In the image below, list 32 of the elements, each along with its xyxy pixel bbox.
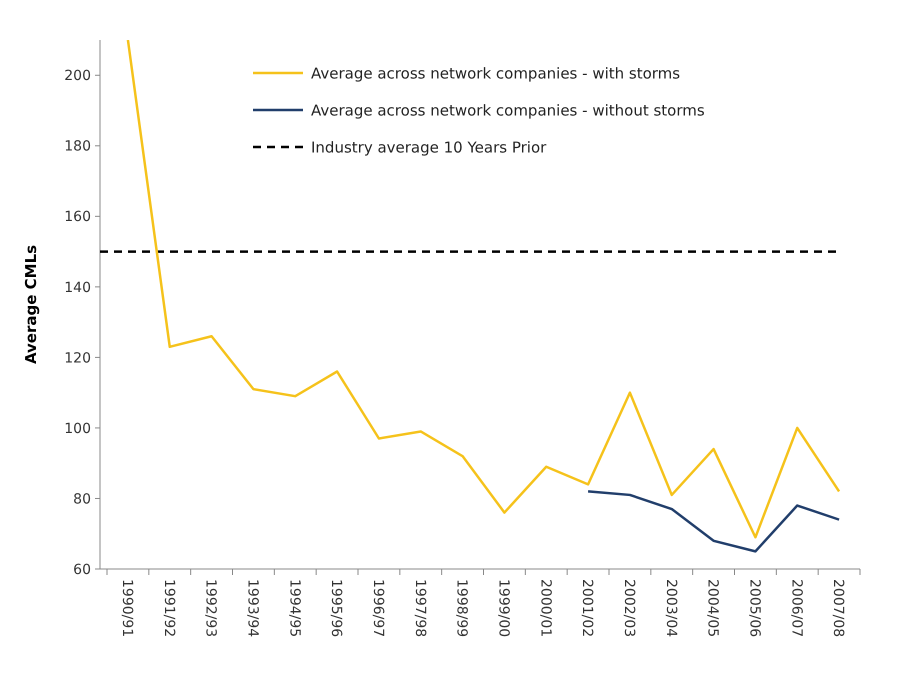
y-tick-label: 80 bbox=[73, 491, 91, 508]
y-axis-title: Average CMLs bbox=[22, 244, 40, 364]
x-tick-label: 1994/95 bbox=[286, 579, 302, 638]
x-tick-label: 2006/07 bbox=[788, 579, 804, 638]
x-tick-label: 2000/01 bbox=[537, 579, 554, 638]
x-tick-label: 1999/00 bbox=[496, 579, 512, 638]
y-tick-label: 180 bbox=[64, 138, 91, 155]
y-tick-label: 200 bbox=[64, 68, 91, 84]
legend-label: Industry average 10 Years Prior bbox=[311, 138, 548, 156]
y-tick-label: 140 bbox=[64, 280, 91, 296]
legend-label: Average across network companies - with storms bbox=[311, 64, 680, 82]
x-tick-label: 2004/05 bbox=[704, 579, 721, 638]
y-tick-label: 160 bbox=[64, 209, 91, 226]
x-tick-label: 1995/96 bbox=[328, 579, 344, 638]
x-tick-label: 1993/94 bbox=[244, 579, 261, 638]
x-tick-label: 2002/03 bbox=[621, 579, 638, 638]
x-tick-label: 1990/91 bbox=[119, 579, 136, 638]
line-series bbox=[126, 40, 840, 539]
x-tick-label: 2003/04 bbox=[662, 579, 679, 638]
x-tick-label: 1998/99 bbox=[454, 579, 470, 638]
x-tick-label: 1992/93 bbox=[202, 579, 219, 638]
y-tick-label: 60 bbox=[73, 562, 91, 578]
x-tick-label: 1996/97 bbox=[370, 579, 386, 638]
x-tick-label: 2001/02 bbox=[579, 579, 596, 638]
x-tick-label: 1991/92 bbox=[160, 579, 177, 638]
legend-label: Average across network companies - without storms bbox=[311, 101, 705, 120]
x-tick-label: 1997/98 bbox=[412, 579, 428, 638]
x-tick-label: 2005/06 bbox=[746, 579, 763, 638]
y-tick-label: 100 bbox=[64, 420, 91, 437]
y-tick-label: 120 bbox=[64, 350, 91, 366]
line-series bbox=[586, 490, 840, 553]
x-tick-label: 2007/08 bbox=[830, 579, 846, 638]
